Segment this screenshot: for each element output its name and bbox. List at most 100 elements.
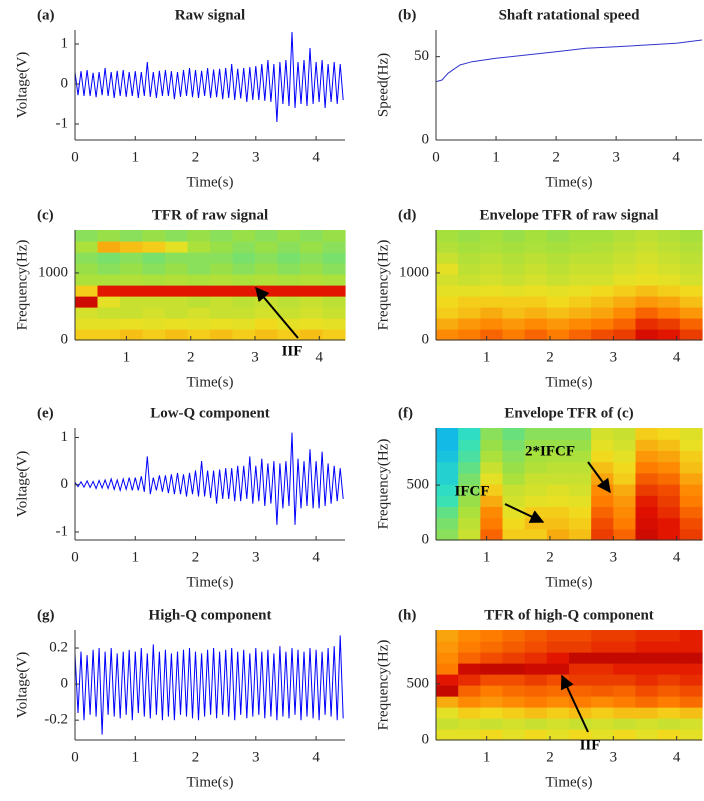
x-tick-label: 2 <box>192 749 200 765</box>
heatmap-cell <box>546 472 570 485</box>
heatmap-cell <box>458 495 481 507</box>
y-tick-label: 0 <box>61 75 69 91</box>
heatmap-cell <box>657 663 681 675</box>
heatmap-cell <box>524 329 548 341</box>
heatmap-cell <box>480 241 504 253</box>
heatmap-cell <box>255 274 279 286</box>
heatmap-cell <box>480 472 504 485</box>
x-tick-label: 4 <box>316 349 324 365</box>
heatmap-cell <box>120 329 144 341</box>
y-tick-label: 1000 <box>38 264 68 280</box>
heatmap-cell <box>679 495 703 507</box>
x-tick-label: 4 <box>673 749 681 765</box>
heatmap-cell <box>277 307 301 319</box>
heatmap-cell <box>142 285 166 297</box>
heatmap-cell <box>524 450 548 463</box>
x-tick-label: 2 <box>546 749 554 765</box>
x-tick-label: 2 <box>187 349 195 365</box>
heatmap-cell <box>322 241 346 253</box>
y-tick-label: 0 <box>422 131 430 147</box>
heatmap-cell <box>255 252 279 264</box>
heatmap-cell <box>591 230 614 242</box>
annotation: IIF <box>282 343 303 359</box>
heatmap-cell <box>322 296 346 308</box>
heatmap-cell <box>458 263 481 275</box>
heatmap-cell <box>635 461 659 474</box>
heatmap-cell <box>75 241 99 253</box>
heatmap-cell <box>436 495 459 507</box>
heatmap-cell <box>657 484 681 496</box>
heatmap-cell <box>657 439 681 451</box>
heatmap-cell <box>524 663 548 675</box>
heatmap-cell <box>142 263 166 275</box>
heatmap-cell <box>613 296 637 308</box>
x-axis-label: Time(s) <box>187 774 234 790</box>
heatmap-cell <box>591 318 614 330</box>
heatmap-cell <box>569 263 592 275</box>
heatmap-cell <box>210 285 234 297</box>
heatmap-cell <box>657 707 681 719</box>
heatmap-cell <box>546 484 570 496</box>
heatmap-cell <box>657 674 681 686</box>
heatmap-cell <box>546 663 570 675</box>
panel-label: (c) <box>37 207 54 223</box>
heatmap-cell <box>277 230 301 242</box>
heatmap-cell <box>480 230 504 242</box>
heatmap-cell <box>75 307 99 319</box>
heatmap-cell <box>546 517 570 530</box>
x-tick-label: 0 <box>71 149 79 165</box>
heatmap-cell <box>210 230 234 242</box>
x-tick-label: 4 <box>673 349 681 365</box>
heatmap-cell <box>120 285 144 297</box>
heatmap-cell <box>524 674 548 686</box>
heatmap-cell <box>635 696 659 708</box>
x-axis-label: Time(s) <box>546 174 593 190</box>
heatmap-cell <box>546 307 570 319</box>
y-axis-label: Voltage(V) <box>14 52 30 118</box>
heatmap-cell <box>569 696 592 708</box>
heatmap-cell <box>657 506 681 519</box>
heatmap-cell <box>502 252 526 264</box>
heatmap-cell <box>458 484 481 496</box>
heatmap-cell <box>458 630 481 642</box>
heatmap-cell <box>613 707 637 719</box>
heatmap-cell <box>657 230 681 242</box>
x-tick-label: 4 <box>312 149 320 165</box>
heatmap-cell <box>569 506 592 519</box>
heatmap-cell <box>635 685 659 697</box>
heatmap-cell <box>524 641 548 653</box>
y-tick-label: 500 <box>407 477 430 493</box>
heatmap-cell <box>657 641 681 653</box>
heatmap-cell <box>569 252 592 264</box>
heatmap-cell <box>679 630 703 642</box>
heatmap-cell <box>635 318 659 330</box>
heatmap-cell <box>436 461 459 474</box>
heatmap-cell <box>210 241 234 253</box>
heatmap-cell <box>524 461 548 474</box>
heatmap-cell <box>546 230 570 242</box>
y-tick-label: 0 <box>422 331 430 347</box>
heatmap-cell <box>613 696 637 708</box>
heatmap-cell <box>569 495 592 507</box>
heatmap-cell <box>300 296 324 308</box>
heatmap-cell <box>502 484 526 496</box>
heatmap-cell <box>458 230 481 242</box>
heatmap-cell <box>480 674 504 686</box>
heatmap-cell <box>97 307 121 319</box>
heatmap-cell <box>75 296 99 308</box>
x-tick-label: 2 <box>552 149 560 165</box>
heatmap-cell <box>436 630 459 642</box>
x-tick-label: 4 <box>312 549 320 565</box>
x-axis-label: Time(s) <box>546 574 593 590</box>
heatmap-cell <box>546 296 570 308</box>
heatmap-cell <box>277 274 301 286</box>
x-tick-label: 3 <box>610 349 618 365</box>
heatmap-cell <box>679 230 703 242</box>
heatmap-cell <box>546 318 570 330</box>
heatmap-cell <box>613 495 637 507</box>
heatmap-cell <box>480 461 504 474</box>
panel-label: (g) <box>37 607 55 623</box>
heatmap-cell <box>679 252 703 264</box>
heatmap-cell <box>546 707 570 719</box>
x-tick-label: 4 <box>673 549 681 565</box>
